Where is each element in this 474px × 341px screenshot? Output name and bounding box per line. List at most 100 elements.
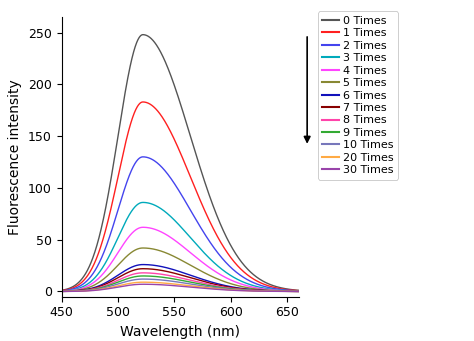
3 Times	[210, 260, 216, 264]
8 Times	[197, 280, 202, 284]
1 Times	[203, 211, 209, 215]
7 Times	[73, 289, 79, 293]
30 Times	[59, 290, 64, 294]
10 Times	[203, 284, 209, 288]
0 Times	[140, 33, 146, 37]
20 Times	[210, 286, 216, 291]
4 Times	[197, 258, 202, 262]
1 Times	[210, 226, 216, 230]
4 Times	[140, 225, 146, 229]
0 Times	[239, 260, 245, 264]
7 Times	[140, 267, 146, 271]
9 Times	[197, 282, 202, 286]
6 Times	[263, 288, 269, 293]
4 Times	[296, 289, 301, 293]
0 Times	[59, 288, 64, 292]
9 Times	[59, 290, 64, 294]
10 Times	[197, 283, 202, 287]
3 Times	[203, 253, 209, 257]
2 Times	[263, 285, 269, 289]
5 Times	[296, 289, 301, 293]
30 Times	[210, 287, 216, 291]
5 Times	[140, 246, 146, 250]
30 Times	[203, 286, 209, 291]
30 Times	[296, 290, 301, 294]
Line: 3 Times: 3 Times	[62, 203, 299, 291]
3 Times	[296, 289, 301, 293]
4 Times	[203, 263, 209, 267]
2 Times	[73, 286, 79, 290]
10 Times	[210, 285, 216, 290]
8 Times	[296, 290, 301, 294]
Legend: 0 Times, 1 Times, 2 Times, 3 Times, 4 Times, 5 Times, 6 Times, 7 Times, 8 Times,: 0 Times, 1 Times, 2 Times, 3 Times, 4 Ti…	[318, 12, 398, 180]
10 Times	[239, 288, 245, 292]
20 Times	[140, 280, 146, 284]
30 Times	[239, 288, 245, 293]
1 Times	[59, 288, 64, 293]
8 Times	[203, 282, 209, 286]
20 Times	[263, 289, 269, 293]
8 Times	[263, 289, 269, 293]
20 Times	[203, 285, 209, 290]
1 Times	[197, 197, 202, 201]
3 Times	[263, 286, 269, 291]
9 Times	[73, 289, 79, 293]
1 Times	[239, 268, 245, 272]
1 Times	[263, 283, 269, 287]
1 Times	[296, 288, 301, 293]
30 Times	[263, 289, 269, 293]
6 Times	[239, 286, 245, 291]
0 Times	[210, 203, 216, 207]
10 Times	[73, 289, 79, 293]
9 Times	[210, 284, 216, 288]
10 Times	[263, 289, 269, 293]
Line: 6 Times: 6 Times	[62, 265, 299, 291]
1 Times	[140, 100, 146, 104]
8 Times	[140, 271, 146, 275]
1 Times	[73, 284, 79, 288]
9 Times	[140, 274, 146, 278]
20 Times	[296, 290, 301, 294]
10 Times	[296, 290, 301, 294]
0 Times	[203, 183, 209, 187]
9 Times	[203, 283, 209, 287]
0 Times	[197, 164, 202, 168]
8 Times	[59, 290, 64, 294]
2 Times	[140, 155, 146, 159]
6 Times	[296, 289, 301, 293]
Line: 9 Times: 9 Times	[62, 276, 299, 292]
Line: 7 Times: 7 Times	[62, 269, 299, 292]
9 Times	[239, 288, 245, 292]
2 Times	[197, 224, 202, 228]
7 Times	[197, 278, 202, 282]
2 Times	[59, 289, 64, 293]
30 Times	[140, 282, 146, 286]
7 Times	[59, 289, 64, 293]
5 Times	[73, 288, 79, 292]
0 Times	[263, 281, 269, 285]
4 Times	[210, 268, 216, 272]
Line: 1 Times: 1 Times	[62, 102, 299, 291]
6 Times	[140, 263, 146, 267]
7 Times	[263, 289, 269, 293]
5 Times	[203, 271, 209, 276]
3 Times	[239, 279, 245, 283]
10 Times	[140, 277, 146, 281]
20 Times	[197, 285, 202, 289]
6 Times	[73, 289, 79, 293]
Line: 8 Times: 8 Times	[62, 273, 299, 292]
3 Times	[73, 287, 79, 291]
2 Times	[296, 289, 301, 293]
6 Times	[210, 280, 216, 284]
4 Times	[73, 288, 79, 292]
8 Times	[210, 283, 216, 287]
5 Times	[210, 275, 216, 279]
Line: 20 Times: 20 Times	[62, 282, 299, 292]
30 Times	[73, 289, 79, 293]
7 Times	[239, 287, 245, 291]
20 Times	[73, 289, 79, 293]
7 Times	[203, 280, 209, 284]
Y-axis label: Fluorescence intensity: Fluorescence intensity	[9, 79, 22, 235]
5 Times	[197, 268, 202, 272]
20 Times	[59, 290, 64, 294]
